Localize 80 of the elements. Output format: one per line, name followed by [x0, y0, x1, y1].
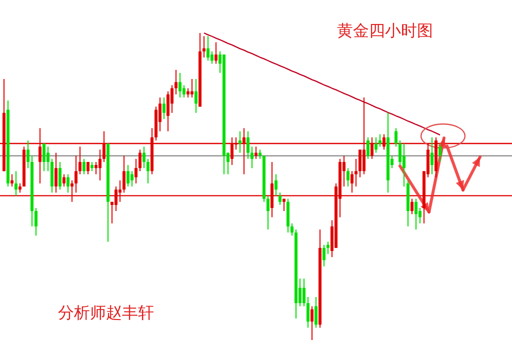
candlestick: [118, 180, 122, 202]
candlestick: [266, 195, 270, 230]
candlestick: [366, 136, 370, 160]
candlestick: [190, 78, 194, 98]
candlestick: [102, 130, 106, 162]
candlestick: [94, 161, 98, 175]
candlestick: [214, 42, 218, 64]
candlestick: [206, 36, 210, 62]
candlestick: [202, 36, 206, 58]
candlestick: [38, 128, 42, 184]
candlestick: [210, 50, 214, 64]
candlestick: [410, 198, 414, 215]
title: 黄金四小时图: [337, 21, 433, 40]
candlestick: [86, 161, 90, 175]
candlestick: [246, 130, 250, 160]
candlestick: [26, 140, 30, 169]
candlestick: [126, 164, 130, 187]
candlestick: [10, 174, 14, 187]
candlestick: [146, 158, 150, 184]
candlestick: [162, 96, 166, 120]
candlestick: [182, 84, 186, 98]
candlestick: [274, 174, 278, 196]
candlestick: [178, 72, 182, 98]
candlestick: [302, 278, 306, 307]
candlestick: [350, 170, 354, 194]
candlestick: [14, 170, 18, 196]
candlestick: [138, 149, 142, 172]
candlestick: [230, 136, 234, 166]
candlestick: [322, 244, 326, 267]
candlestick: [78, 146, 82, 175]
candlestick: [90, 161, 94, 172]
candlestick: [258, 149, 262, 160]
candlestick: [414, 198, 418, 230]
candlestick: [282, 198, 286, 212]
candlestick: [382, 134, 386, 150]
candlestick: [430, 136, 434, 175]
candlestick: [194, 78, 198, 114]
candlestick: [142, 146, 146, 169]
candlestick: [438, 143, 442, 162]
candlestick: [278, 192, 282, 206]
candlestick: [346, 168, 350, 187]
candlestick: [34, 207, 38, 236]
candlestick: [378, 134, 382, 148]
candlestick: [306, 296, 310, 328]
candlestick: [374, 136, 378, 154]
candlestick: [326, 241, 330, 255]
candlestick: [82, 158, 86, 175]
candlestick: [98, 149, 102, 181]
candlestick: [362, 96, 366, 175]
candlestick: [314, 296, 318, 328]
candlestick: [398, 140, 402, 166]
candlestick: [370, 136, 374, 160]
candlestick: [74, 155, 78, 194]
candlestick: [174, 69, 178, 95]
candlestick: [62, 174, 66, 187]
annotation: 分析师赵丰轩: [58, 303, 154, 322]
candlestick: [114, 186, 118, 212]
candlestick: [358, 149, 362, 178]
candlestick: [242, 128, 246, 175]
candlestick: [290, 222, 294, 236]
candlestick: [70, 180, 74, 202]
candlestick: [354, 158, 358, 187]
candlestick: [186, 88, 190, 98]
candlestick: [170, 84, 174, 114]
candlestick: [402, 143, 406, 187]
candlestick: [134, 158, 138, 184]
candlestick: [238, 130, 242, 154]
candlestick: [250, 146, 254, 169]
candlestick: [18, 182, 22, 194]
candlestick: [254, 146, 258, 160]
candlestick: [46, 146, 50, 172]
candlestick: [58, 161, 62, 190]
candlestick: [54, 152, 58, 194]
candlestick: [310, 306, 314, 340]
candlestick: [166, 90, 170, 132]
candlestick: [122, 155, 126, 194]
candlestick: [42, 143, 46, 172]
candlestick: [394, 128, 398, 148]
candlestick: [66, 174, 70, 194]
candlestick: [130, 170, 134, 187]
